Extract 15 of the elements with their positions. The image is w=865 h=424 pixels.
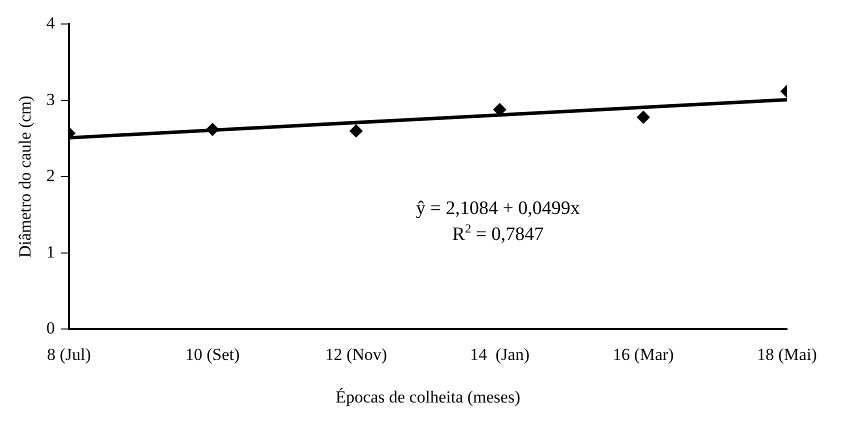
x-tick-label: 14 (Jan) (470, 344, 530, 364)
y-tick-label: 1 (46, 242, 55, 262)
y-tick-label: 3 (46, 90, 55, 109)
x-tick-label: 16 (Mar) (612, 344, 674, 364)
x-tick-label: 10 (Set) (185, 344, 240, 364)
annotation: ŷ = 2,1084 + 0,0499x (416, 198, 580, 220)
y-tick-label: 2 (46, 166, 55, 186)
x-tick-label: 18 (Mai) (757, 344, 817, 364)
point (350, 124, 363, 138)
x-tick-label: 12 (Nov) (325, 344, 388, 364)
y-axis-title: Diâmetro do caule (cm) (16, 96, 35, 258)
x-tick-label: 8 (Jul) (46, 344, 91, 364)
y-tick-label: 0 (46, 318, 55, 338)
y-tick-label: 4 (46, 14, 56, 33)
x-axis-title: Épocas de colheita (meses) (336, 387, 520, 406)
